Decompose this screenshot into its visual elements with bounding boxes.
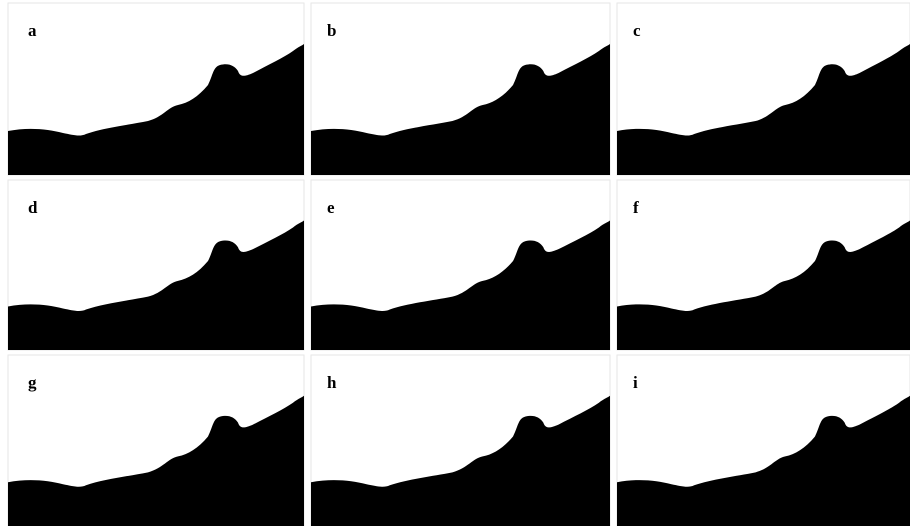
- panel-label: a: [28, 21, 37, 40]
- panel: d: [8, 180, 304, 350]
- panel: b: [311, 3, 610, 175]
- panel: e: [311, 180, 610, 350]
- figure: a b c d e f g h i: [0, 0, 910, 526]
- panel: c: [617, 3, 910, 175]
- panel: a: [8, 3, 304, 175]
- panel-label: i: [633, 373, 638, 392]
- panel: i: [617, 355, 910, 526]
- panel-label: b: [327, 21, 336, 40]
- panel-label: f: [633, 198, 639, 217]
- panel-label: h: [327, 373, 337, 392]
- panel: g: [8, 355, 304, 526]
- panel-label: e: [327, 198, 335, 217]
- panel-label: g: [28, 373, 37, 392]
- panel-label: c: [633, 21, 641, 40]
- panel-label: d: [28, 198, 38, 217]
- panel: h: [311, 355, 610, 526]
- panel: f: [617, 180, 910, 350]
